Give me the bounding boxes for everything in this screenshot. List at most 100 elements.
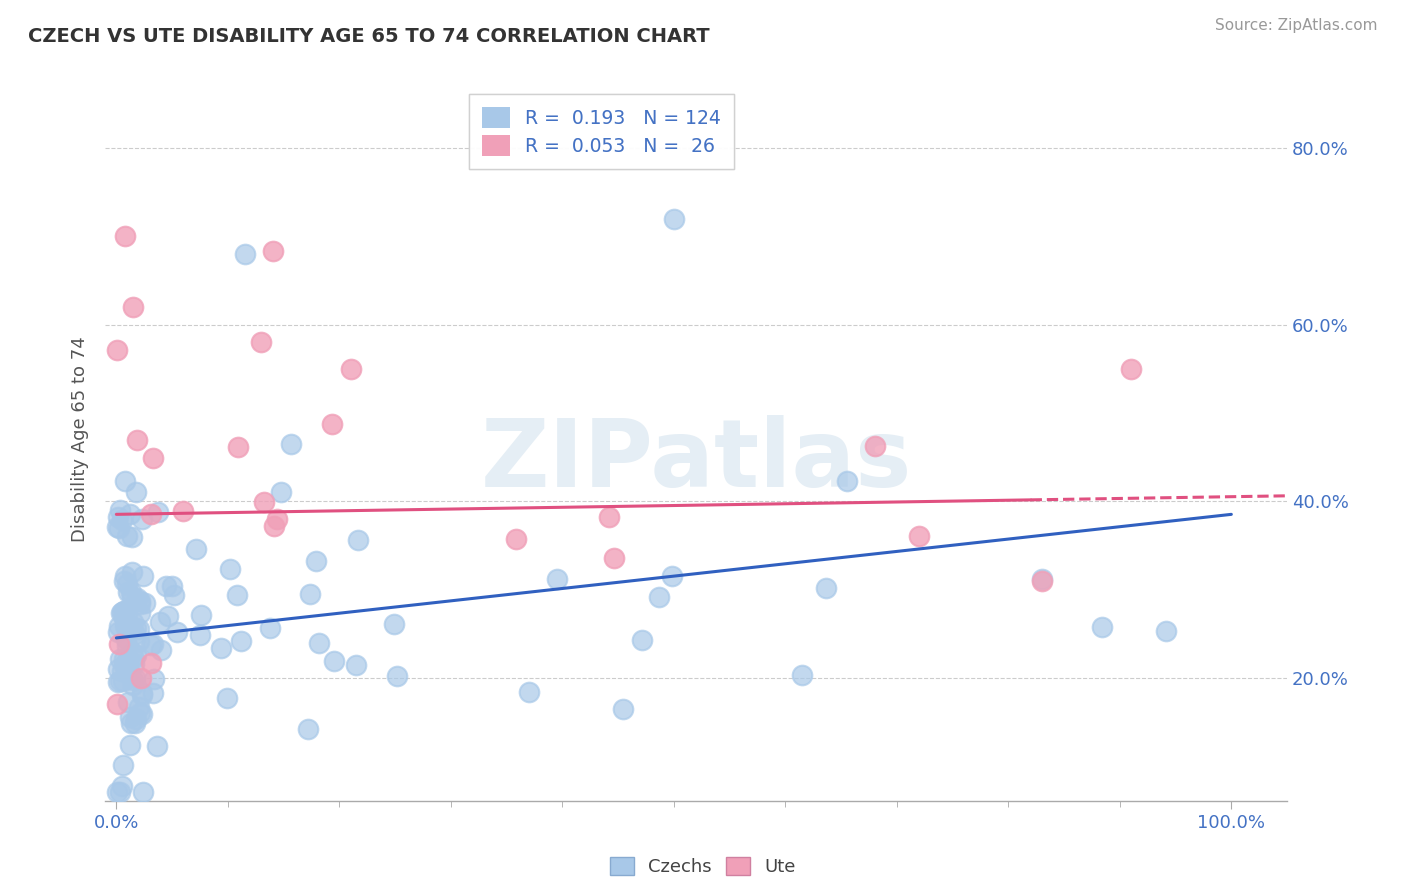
Point [631,633,654,648]
Point [344,657,367,672]
Point [122,300,145,314]
Point [155,579,177,593]
Text: CZECH VS UTE DISABILITY AGE 65 TO 74 CORRELATION CHART: CZECH VS UTE DISABILITY AGE 65 TO 74 COR… [28,27,710,45]
Point [141,639,163,653]
Point [250,335,273,350]
Point [142,637,165,651]
Point [114,619,136,633]
Point [122,650,145,665]
Point [125,591,148,605]
Point [603,551,626,566]
Point [107,637,129,651]
Point [107,785,129,799]
Point [107,662,129,676]
Point [229,633,252,648]
Point [259,622,281,636]
Point [112,604,135,618]
Point [121,565,143,579]
Point [139,656,162,670]
Point [131,688,153,702]
Point [125,621,148,635]
Point [546,572,568,586]
Point [131,512,153,526]
Point [612,702,634,716]
Point [108,521,131,535]
Point [121,615,143,629]
Point [112,651,135,665]
Point [129,594,152,608]
Point [280,436,302,450]
Point [118,710,141,724]
Point [263,519,285,533]
Point [262,244,284,258]
Point [121,673,143,687]
Point [142,686,165,700]
Point [117,657,139,672]
Point [107,674,129,689]
Legend: Czechs, Ute: Czechs, Ute [603,849,803,883]
Point [228,440,250,454]
Point [115,620,138,634]
Point [125,648,148,662]
Point [1091,620,1114,634]
Point [117,651,139,665]
Point [120,507,142,521]
Point [120,585,142,599]
Point [129,706,152,720]
Point [270,484,292,499]
Point [127,434,149,448]
Point [134,596,156,610]
Point [110,502,132,516]
Point [121,644,143,658]
Point [297,722,319,736]
Point [107,510,129,524]
Point [215,691,238,706]
Point [110,665,132,679]
Point [112,610,135,624]
Point [131,707,153,722]
Point [107,624,129,639]
Point [505,533,527,547]
Point [146,505,169,519]
Point [190,628,212,642]
Point [125,485,148,500]
Point [114,615,136,629]
Point [118,739,141,753]
Point [150,642,173,657]
Point [139,508,162,522]
Point [128,699,150,714]
Point [339,361,361,376]
Point [1031,574,1053,588]
Point [598,510,620,524]
Point [166,624,188,639]
Point [108,619,131,633]
Point [648,591,671,605]
Point [661,569,683,583]
Point [121,590,143,604]
Point [129,671,152,685]
Point [117,529,139,543]
Point [308,635,330,649]
Point [107,698,129,712]
Point [131,686,153,700]
Point [157,609,180,624]
Point [184,541,207,556]
Legend: R =  0.193   N = 124, R =  0.053   N =  26: R = 0.193 N = 124, R = 0.053 N = 26 [470,94,734,169]
Point [112,574,135,589]
Point [112,605,135,619]
Point [115,657,138,671]
Point [219,562,242,576]
Point [117,585,139,599]
Point [128,634,150,648]
Point [792,667,814,681]
Point [662,211,685,226]
Point [129,597,152,611]
Point [323,654,346,668]
Point [111,780,134,794]
Point [387,668,409,682]
Text: Source: ZipAtlas.com: Source: ZipAtlas.com [1215,18,1378,33]
Point [124,716,146,731]
Point [124,657,146,672]
Point [108,674,131,689]
Point [346,533,368,547]
